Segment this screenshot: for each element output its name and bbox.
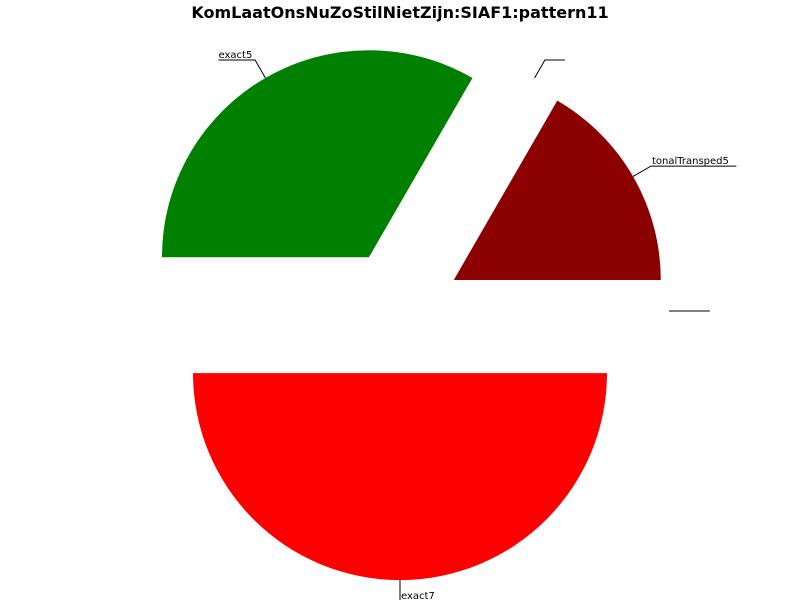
slice-label-exact5: exact5 [219,50,253,61]
pie-slice-exact5 [161,50,473,258]
pie-slices [161,50,661,581]
label-leader-tonalTransped5 [632,165,737,177]
label-leader-exact5 [218,59,266,79]
slice-label-exact7: exact7 [401,591,435,600]
slice-label-tonalTransped5: tonalTransped5 [652,156,729,167]
pie-slice-exact7 [193,373,607,581]
label-leader-exact7 [399,580,401,600]
chart-title: KomLaatOnsNuZoStilNietZijn:SIAF1:pattern… [191,3,609,22]
pie-labels: exact5 tonalTransped5 exact7 [218,50,737,600]
label-leader-empty-1 [534,59,565,79]
pie-slice-tonalTransped5 [453,100,661,280]
